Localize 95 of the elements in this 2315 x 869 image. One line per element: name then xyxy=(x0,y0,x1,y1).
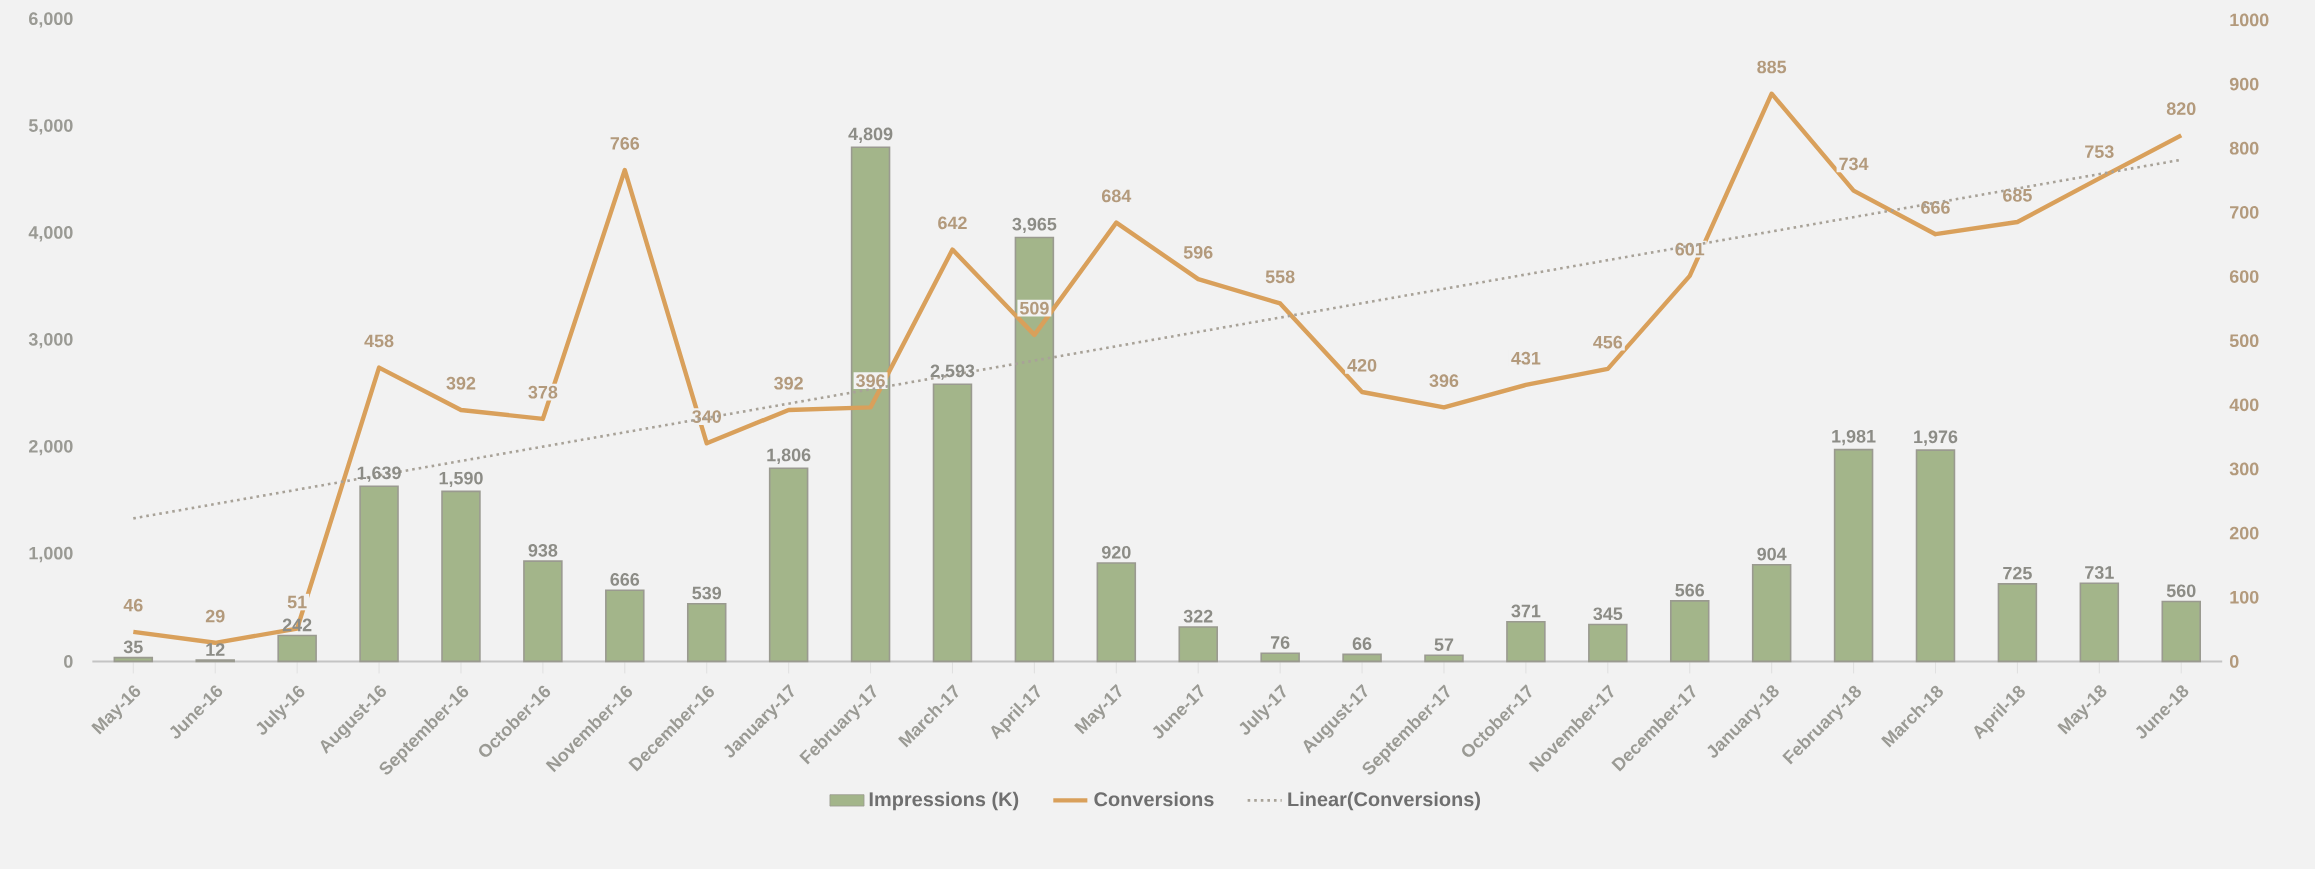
bar xyxy=(1915,449,1956,663)
data-label: 820 xyxy=(2166,102,2196,116)
data-label: 345 xyxy=(1593,607,1623,621)
y-tick-label: 2,000 xyxy=(29,439,73,456)
data-label: 29 xyxy=(205,609,225,623)
bar xyxy=(768,467,809,663)
data-label: 1,590 xyxy=(439,471,483,488)
bar xyxy=(1751,564,1792,663)
data-label: 51 xyxy=(287,595,307,609)
data-label: 1,806 xyxy=(767,448,811,464)
bar xyxy=(359,485,399,663)
data-label: 371 xyxy=(1511,604,1541,618)
legend-label: Impressions (K) xyxy=(869,791,1019,811)
y2-tick-label: 700 xyxy=(2230,206,2259,219)
data-label: 509 xyxy=(1019,301,1049,315)
data-label: 396 xyxy=(855,374,885,388)
y-tick-label: 6,000 xyxy=(29,12,73,28)
y2-tick-label: 900 xyxy=(2229,77,2259,91)
y-tick-label: 4,000 xyxy=(28,226,73,242)
bar xyxy=(1997,583,2038,663)
bar xyxy=(1342,653,1382,663)
data-label: 766 xyxy=(610,137,640,150)
y2-tick-label: 800 xyxy=(2229,141,2259,155)
bar xyxy=(523,560,563,663)
bar xyxy=(1506,620,1546,663)
data-label: 731 xyxy=(2085,566,2114,579)
data-label: 666 xyxy=(610,573,640,586)
data-label: 35 xyxy=(123,640,143,654)
bar xyxy=(1260,652,1300,663)
data-label: 420 xyxy=(1347,358,1377,372)
bar xyxy=(686,603,727,663)
data-label: 642 xyxy=(938,216,967,230)
bar xyxy=(1669,600,1710,663)
bar xyxy=(2161,600,2201,663)
y2-tick-label: 500 xyxy=(2229,334,2259,348)
data-label: 560 xyxy=(2166,584,2196,598)
bar xyxy=(605,589,645,663)
data-label: 396 xyxy=(1429,374,1459,388)
data-label: 2,593 xyxy=(930,364,975,380)
data-label: 431 xyxy=(1511,351,1541,365)
y2-tick-label: 400 xyxy=(2229,398,2259,412)
data-label: 46 xyxy=(123,598,143,612)
data-label: 725 xyxy=(2003,566,2032,580)
legend-label: Conversions xyxy=(1094,791,1214,807)
bar xyxy=(277,634,317,663)
data-label: 456 xyxy=(1593,335,1623,349)
bar xyxy=(1424,654,1464,663)
data-label: 938 xyxy=(528,544,558,557)
data-label: 596 xyxy=(1183,246,1213,259)
data-label: 1,981 xyxy=(1832,429,1876,446)
data-label: 558 xyxy=(1265,270,1295,284)
data-label: 566 xyxy=(1675,583,1705,597)
bar xyxy=(1014,236,1055,663)
data-label: 392 xyxy=(774,376,803,390)
data-label: 322 xyxy=(1183,609,1213,623)
bar xyxy=(2079,582,2120,663)
bar xyxy=(850,146,891,663)
y-tick-label: 0 xyxy=(64,655,73,668)
y2-tick-label: 100 xyxy=(2230,590,2259,604)
y-tick-label: 5,000 xyxy=(28,119,73,135)
data-label: 66 xyxy=(1352,637,1372,651)
data-label: 392 xyxy=(446,376,476,390)
y2-tick-label: 0 xyxy=(2229,655,2239,668)
bar xyxy=(1178,626,1218,663)
y2-tick-label: 600 xyxy=(2229,270,2259,283)
data-label: 4,809 xyxy=(848,127,893,143)
data-label: 76 xyxy=(1270,636,1290,649)
data-label: 1,976 xyxy=(1914,430,1958,446)
data-label: 666 xyxy=(1921,201,1950,214)
data-label: 458 xyxy=(364,334,394,348)
y2-tick-label: 200 xyxy=(2229,526,2259,540)
y-tick-label: 1,000 xyxy=(29,546,73,563)
y2-tick-label: 1000 xyxy=(2230,13,2269,27)
data-label: 920 xyxy=(1101,545,1131,559)
bar xyxy=(441,490,481,663)
data-label: 601 xyxy=(1675,242,1705,256)
data-label: 904 xyxy=(1757,547,1787,561)
bar xyxy=(113,656,154,663)
data-label: 57 xyxy=(1434,638,1454,651)
bar xyxy=(1833,448,1874,663)
data-label: 539 xyxy=(692,586,722,600)
bar xyxy=(1096,562,1137,663)
bar xyxy=(1588,623,1628,663)
data-label: 753 xyxy=(2085,145,2114,159)
data-label: 378 xyxy=(528,385,558,399)
y2-tick-label: 300 xyxy=(2229,462,2259,476)
data-label: 3,965 xyxy=(1012,217,1057,234)
data-label: 734 xyxy=(1839,157,1869,171)
legend-label: Linear(Conversions) xyxy=(1288,791,1481,811)
data-label: 885 xyxy=(1757,60,1787,74)
bar xyxy=(932,383,973,663)
data-label: 684 xyxy=(1101,189,1132,203)
data-label: 685 xyxy=(2003,188,2032,202)
data-label: 12 xyxy=(206,643,225,656)
y-tick-label: 3,000 xyxy=(28,333,73,349)
